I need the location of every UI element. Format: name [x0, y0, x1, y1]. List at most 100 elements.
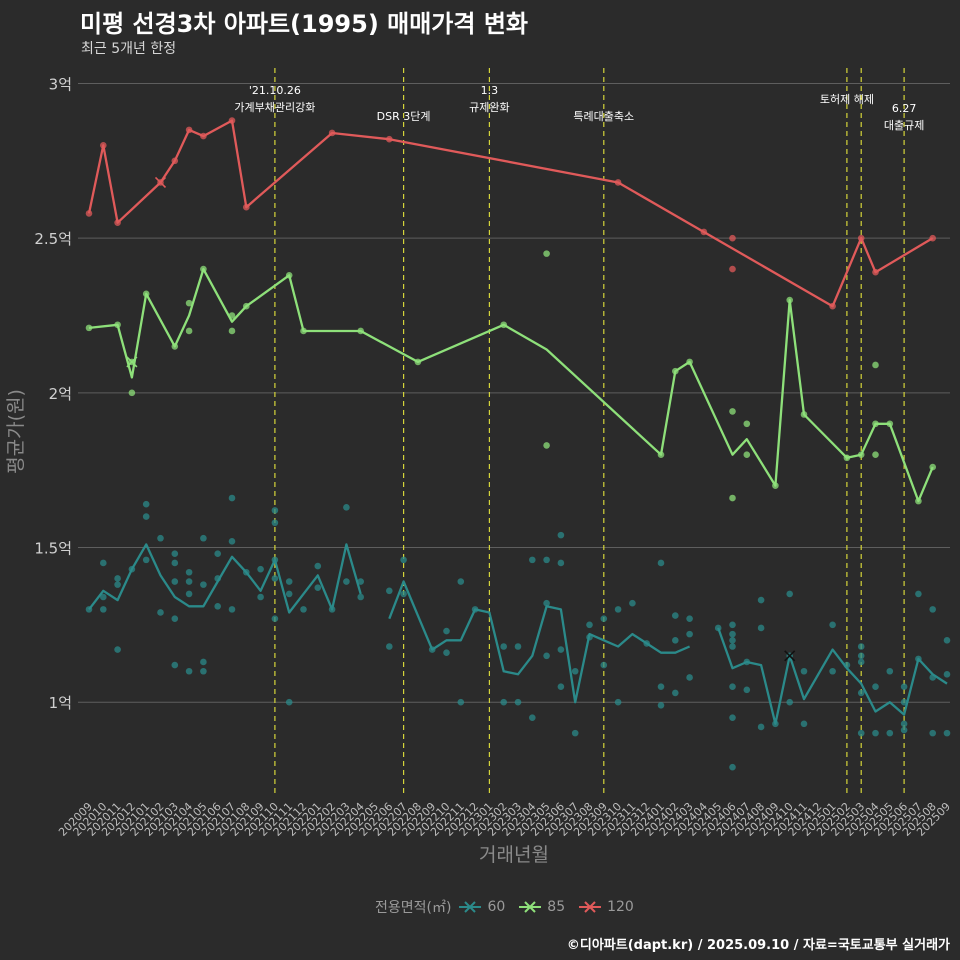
series-85-point-18: [543, 442, 550, 449]
series-60-point-36: [271, 519, 279, 527]
series-60-point-8: [142, 500, 150, 508]
series-60-point-28: [214, 602, 221, 610]
series-60-point-90: [686, 615, 693, 622]
series-60-point-6: [114, 581, 121, 588]
series-60-point-104: [757, 624, 765, 632]
x-axis-title: 거래년월: [479, 844, 549, 866]
series-60-point-59: [457, 698, 465, 706]
series-60-point-102: [743, 686, 751, 694]
series-60-point-2: [100, 606, 107, 613]
series-85-point-31: [872, 361, 879, 369]
series-60-point-124: [900, 683, 908, 691]
series-60-point-134: [943, 671, 951, 678]
series-60-point-41: [285, 590, 293, 598]
series-60-point-11: [157, 534, 164, 542]
series-60-point-78: [600, 615, 608, 622]
series-60-point-97: [729, 643, 736, 650]
series-60-point-38: [271, 575, 279, 582]
series-60-point-88: [672, 637, 679, 644]
series-60-point-94: [729, 621, 736, 629]
legend-label-120: 120: [607, 899, 634, 915]
y-tick-label-0: 1억: [49, 694, 72, 712]
series-60-point-123: [886, 729, 894, 737]
series-60-point-15: [171, 578, 179, 585]
series-120-point-14: [729, 265, 736, 273]
series-60-point-135: [943, 729, 951, 737]
series-85-point-25: [743, 451, 751, 459]
series-60-point-4: [114, 575, 121, 582]
series-85-point-23: [729, 494, 736, 502]
series-60-line-2: [717, 627, 948, 725]
series-60-line-0: [88, 543, 362, 614]
event-label-4: 토허제 해제: [820, 92, 874, 106]
legend-item-85: 85: [519, 899, 565, 915]
series-60-point-71: [557, 559, 565, 567]
series-60-point-13: [171, 550, 179, 557]
series-60-point-100: [729, 763, 736, 771]
series-60-line-1: [388, 580, 691, 704]
series-60-point-116: [857, 652, 865, 660]
series-60-point-67: [543, 556, 550, 564]
series-120-mark-0: [154, 176, 167, 189]
series-60-point-23: [200, 581, 207, 588]
series-60-point-1: [100, 559, 107, 567]
series-60-point-39: [271, 615, 279, 622]
series-60-point-109: [786, 698, 793, 706]
legend-label-60: 60: [487, 899, 506, 915]
series-85-point-22: [729, 408, 736, 415]
event-label-2: 1.3 규제완화: [469, 84, 509, 114]
series-60-point-80: [614, 606, 622, 613]
event-label-1: DSR 3단계: [377, 110, 431, 123]
series-60-point-89: [672, 689, 679, 697]
legend: 전용면적(㎡) 60 85 120: [375, 896, 648, 918]
series-85-point-33: [872, 451, 879, 459]
series-60-point-56: [443, 627, 450, 635]
y-tick-label-2: 2억: [49, 385, 72, 403]
series-60-point-96: [729, 637, 736, 644]
series-60-point-10: [142, 556, 150, 564]
series-85-point-6: [185, 299, 193, 307]
series-60-point-82: [629, 599, 636, 607]
series-60-point-81: [614, 698, 622, 706]
source-caption: ©디아파트(dapt.kr) / 2025.09.10 / 자료=국토교통부 실…: [566, 938, 950, 953]
series-60-point-54: [400, 590, 407, 598]
series-60-point-120: [872, 683, 879, 691]
series-60-point-18: [185, 568, 193, 576]
series-60-point-92: [686, 674, 693, 681]
series-60-point-16: [171, 615, 179, 622]
series-60-point-91: [686, 630, 693, 638]
series-60-point-34: [257, 593, 264, 601]
series-60-point-132: [929, 729, 936, 737]
event-label-0: '21.10.26 가계부채관리강화: [234, 84, 315, 114]
series-60-point-64: [514, 698, 522, 706]
series-60-point-49: [357, 578, 365, 585]
series-85-mark-0: [126, 356, 138, 368]
legend-label-85: 85: [547, 899, 566, 915]
series-60-point-73: [557, 683, 565, 691]
series-60-point-3: [100, 593, 107, 601]
series-60-point-17: [171, 661, 179, 669]
series-60-point-126: [900, 720, 908, 728]
legend-key-60-icon: [459, 901, 482, 913]
series-60-point-84: [657, 559, 665, 567]
series-60-point-62: [500, 698, 508, 706]
series-60-point-99: [729, 714, 736, 721]
series-60-point-43: [300, 606, 307, 613]
series-60-point-52: [386, 643, 393, 650]
series-60-point-76: [586, 621, 593, 629]
series-85-point-10: [228, 327, 236, 335]
series-60-point-128: [915, 590, 922, 598]
series-60-point-42: [285, 698, 293, 706]
series-60-point-26: [214, 550, 221, 557]
series-60-point-61: [500, 643, 508, 650]
series-60-point-68: [543, 599, 550, 607]
series-60-point-40: [285, 578, 293, 585]
chart-subtitle: 최근 5개년 한정: [81, 41, 177, 57]
series-60-point-35: [271, 507, 279, 514]
event-label-3: 특례대출축소: [573, 110, 634, 123]
series-60-point-103: [757, 596, 765, 604]
y-axis-title: 평균가(원): [5, 389, 27, 474]
series-60-point-113: [829, 667, 836, 675]
series-60-point-44: [314, 562, 322, 570]
